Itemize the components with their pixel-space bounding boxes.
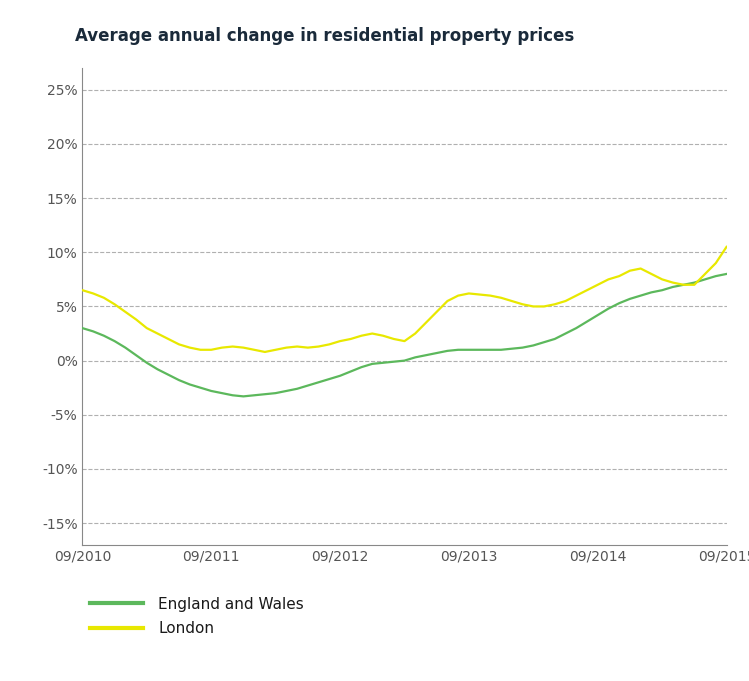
Legend: England and Wales, London: England and Wales, London [84,590,310,642]
Text: Average annual change in residential property prices: Average annual change in residential pro… [75,27,574,45]
